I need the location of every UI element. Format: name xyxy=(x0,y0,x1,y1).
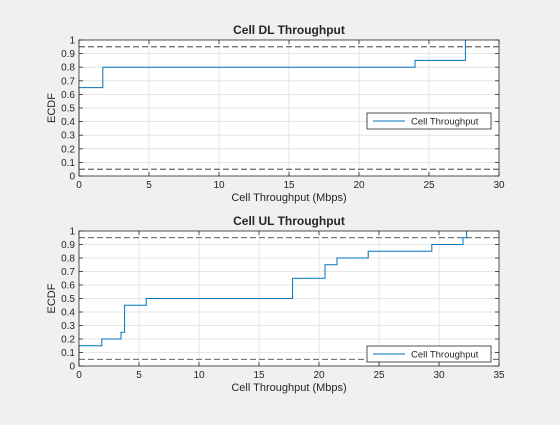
chart1-legend-box xyxy=(366,112,492,130)
chart2-ytick-label-2: 0.2 xyxy=(61,335,75,346)
chart2-ytick-label-7: 0.7 xyxy=(61,267,75,278)
chart1-xlabel: Cell Throughput (Mbps) xyxy=(231,192,346,204)
chart1-ytick-label-9: 0.9 xyxy=(61,49,75,60)
chart1-xtick-label-2: 10 xyxy=(213,180,225,191)
chart2-legend: Cell Throughput xyxy=(366,345,492,363)
chart2-xtick-label-2: 10 xyxy=(193,370,205,381)
chart2-ytick-label-8: 0.8 xyxy=(61,254,75,265)
chart1-xtick-label-4: 20 xyxy=(353,180,365,191)
chart2-ytick-label-6: 0.6 xyxy=(61,281,75,292)
chart1-ytick-label-4: 0.4 xyxy=(61,117,75,128)
chart2-xtick-label-4: 20 xyxy=(313,370,325,381)
chart1: 0 5 10 15 20 25 3000.10.20.30.40.50.60.70.80.9… xyxy=(46,23,505,204)
chart1-xtick-label-3: 15 xyxy=(283,180,295,191)
chart2-xtick-label-1: 5 xyxy=(136,370,142,381)
chart2-xtick-label-5: 25 xyxy=(373,370,385,381)
chart2-xtick-label-6: 30 xyxy=(433,370,445,381)
chart2-legend-box xyxy=(366,345,492,363)
chart2-ytick-label-9: 0.9 xyxy=(61,240,75,251)
chart1-series-0-line xyxy=(78,40,466,176)
chart1-legend: Cell Throughput xyxy=(366,112,492,130)
chart1-ytick-label-6: 0.6 xyxy=(61,90,75,101)
chart1-ytick-label-1: 0.1 xyxy=(61,158,75,169)
chart2-ytick-label-3: 0.3 xyxy=(61,321,75,332)
chart1-ytick-label-0: 0 xyxy=(69,172,75,183)
chart1-ytick-label-8: 0.8 xyxy=(61,63,75,74)
chart2-xtick-label-7: 35 xyxy=(493,370,505,381)
chart1-xtick-label-0: 0 xyxy=(76,180,82,191)
chart2-xtick-label-3: 15 xyxy=(253,370,265,381)
chart1-xtick-label-1: 5 xyxy=(146,180,152,191)
chart1-ytick-label-5: 0.5 xyxy=(61,104,75,115)
chart1-legend-label-0: Cell Throughput xyxy=(411,117,479,128)
chart2-legend-label-0: Cell Throughput xyxy=(411,350,479,361)
chart1-xtick-label-5: 25 xyxy=(423,180,435,191)
chart2-ytick-label-1: 0.1 xyxy=(61,348,75,359)
chart1-ylabel: ECDF xyxy=(46,93,58,123)
chart2-series-0-line xyxy=(78,231,468,366)
chart2-xtick-label-0: 0 xyxy=(76,370,82,381)
chart2-ytick-label-0: 0 xyxy=(69,362,75,373)
chart1-title: Cell DL Throughput xyxy=(233,23,345,37)
chart1-ytick-label-2: 0.2 xyxy=(61,144,75,155)
chart2-ytick-label-4: 0.4 xyxy=(61,308,75,319)
chart2-title: Cell UL Throughput xyxy=(233,214,345,228)
chart2-ytick-label-10: 1 xyxy=(69,227,75,238)
chart2-ylabel: ECDF xyxy=(46,283,58,313)
chart1-ytick-label-10: 1 xyxy=(69,36,75,47)
chart2-xlabel: Cell Throughput (Mbps) xyxy=(231,382,346,394)
chart1-ytick-label-7: 0.7 xyxy=(61,76,75,87)
chart2: 0 5 10 15 20 25 30 3500.10.20.30.40.50.60.70.80… xyxy=(46,214,505,394)
chart1-ytick-label-3: 0.3 xyxy=(61,131,75,142)
chart1-xtick-label-6: 30 xyxy=(493,180,505,191)
chart2-ytick-label-5: 0.5 xyxy=(61,294,75,305)
